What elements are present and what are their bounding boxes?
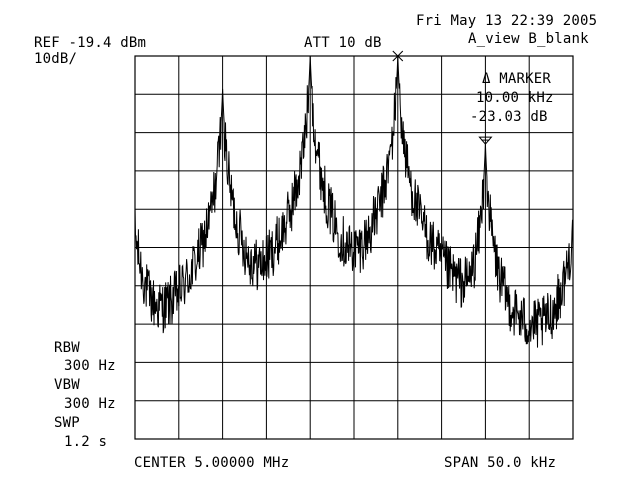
rbw-value: 300 Hz (64, 358, 116, 374)
datetime-label: Fri May 13 22:39 2005 (416, 13, 598, 29)
scale-label: 10dB/ (34, 51, 78, 67)
markers (392, 50, 493, 145)
vbw-value: 300 Hz (64, 396, 116, 412)
delta-marker-title: Δ MARKER (482, 71, 552, 87)
rbw-label: RBW (54, 340, 80, 356)
spectrum-trace (134, 55, 574, 348)
swp-label: SWP (54, 415, 80, 431)
span-label: SPAN 50.0 kHz (444, 455, 557, 471)
delta-marker-level: -23.03 dB (470, 109, 548, 125)
reference-marker-icon (392, 50, 404, 62)
spectrum-trace-line (134, 55, 574, 348)
delta-marker-freq: 10.00 kHz (476, 90, 554, 106)
ref-level-label: REF -19.4 dBm (34, 35, 147, 51)
view-mode-label: A_view B_blank (468, 31, 589, 47)
attenuation-label: ATT 10 dB (304, 35, 382, 51)
center-frequency-label: CENTER 5.00000 MHz (134, 455, 290, 471)
vbw-label: VBW (54, 377, 80, 393)
swp-value: 1.2 s (64, 434, 108, 450)
